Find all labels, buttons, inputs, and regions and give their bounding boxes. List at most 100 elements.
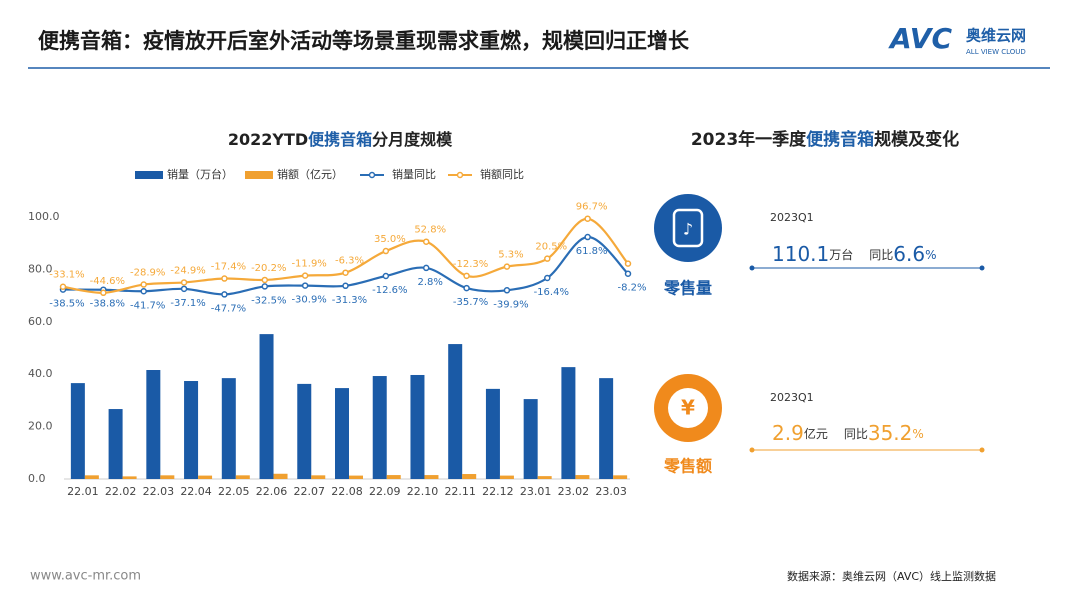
bar	[349, 475, 363, 479]
y-tick-label: 100.0	[28, 210, 60, 223]
y-tick-label: 20.0	[28, 420, 53, 433]
card-label: 零售量	[663, 279, 712, 298]
bar	[84, 475, 99, 479]
x-tick-label: 23.03	[595, 485, 627, 498]
line-marker	[584, 233, 591, 241]
x-tick-label: 22.04	[180, 485, 212, 498]
rule-dot	[979, 447, 985, 453]
volume-card: ♪ 零售量 2023Q1 110.1万台 同比6.6%	[654, 194, 985, 298]
data-label: -12.6%	[372, 285, 407, 296]
line-marker	[301, 272, 309, 279]
data-label: 52.8%	[414, 225, 446, 236]
line-marker	[382, 272, 390, 280]
x-tick-label: 22.12	[482, 485, 514, 498]
line-marker	[463, 272, 470, 280]
legend-label: 销量同比	[392, 167, 436, 181]
data-label: -30.9%	[291, 295, 326, 306]
line-marker	[261, 276, 269, 284]
legend-marker	[456, 171, 464, 179]
legend-swatch	[135, 171, 163, 179]
line-marker	[100, 289, 107, 297]
x-tick-label: 23.01	[520, 485, 552, 498]
line-marker	[59, 283, 67, 290]
x-tick-label: 23.02	[558, 485, 590, 498]
bar	[160, 475, 175, 479]
value: 110.1万台 同比6.6%	[772, 242, 937, 266]
bar	[221, 378, 236, 479]
x-tick-label: 22.01	[67, 485, 99, 498]
line-marker	[624, 260, 632, 267]
header-title: 便携音箱：疫情放开后室外活动等场景重现需求重燃，规模回归正增长	[38, 29, 690, 53]
x-tick-label: 22.07	[294, 485, 326, 498]
data-label: -32.5%	[251, 295, 286, 306]
x-tick-label: 22.05	[218, 485, 250, 498]
data-label: -12.3%	[453, 259, 488, 270]
data-label: 35.0%	[374, 234, 406, 245]
line-marker	[584, 215, 591, 222]
data-label: -33.1%	[49, 270, 84, 281]
period: 2023Q1	[770, 391, 814, 404]
period: 2023Q1	[770, 211, 814, 224]
line-marker	[544, 274, 551, 282]
data-label: 96.7%	[576, 202, 608, 213]
bar	[259, 334, 274, 479]
bar	[410, 374, 425, 479]
line-marker	[503, 287, 511, 294]
bar	[311, 475, 326, 479]
card-label: 零售额	[663, 457, 712, 476]
line-marker	[140, 288, 147, 295]
line-marker	[301, 282, 309, 289]
line-marker	[624, 270, 632, 277]
bar	[335, 388, 349, 479]
brand-en: ALL VIEW CLOUD	[966, 48, 1026, 56]
amount-card: ¥ 零售额 2023Q1 2.9亿元 同比35.2%	[654, 374, 985, 476]
bar	[599, 378, 614, 479]
chart: 0.0 20.0 40.0 60.0 80.0 100.0 22.01 22.02 22.03 2…	[28, 167, 647, 498]
value: 2.9亿元 同比35.2%	[772, 421, 924, 445]
data-label: -28.9%	[130, 268, 165, 279]
legend-swatch	[245, 171, 273, 179]
data-label: 61.8%	[576, 246, 608, 257]
data-label: -17.4%	[211, 262, 246, 273]
data-label: -41.7%	[130, 300, 165, 311]
rule-dot	[979, 265, 985, 271]
data-label: -31.3%	[332, 295, 367, 306]
bar	[198, 475, 213, 479]
bar	[448, 344, 463, 479]
bar	[70, 383, 85, 479]
bar	[575, 475, 590, 479]
bar	[613, 475, 628, 479]
legend-label: 销量（万台）	[167, 167, 233, 181]
data-label: -38.5%	[49, 299, 84, 310]
y-tick-label: 0.0	[28, 472, 46, 485]
data-label: -8.2%	[617, 283, 646, 294]
data-label: -24.9%	[170, 265, 205, 276]
bar	[523, 399, 538, 479]
bar	[273, 473, 288, 479]
data-label: -39.9%	[493, 299, 528, 310]
bar	[462, 474, 477, 479]
data-label: -16.4%	[534, 287, 569, 298]
data-label: -44.6%	[90, 276, 125, 287]
bar	[424, 475, 439, 479]
x-tick-label: 22.08	[331, 485, 363, 498]
bar	[372, 376, 387, 479]
bar	[485, 388, 500, 479]
x-tick-label: 22.02	[105, 485, 137, 498]
x-tick-label: 22.11	[444, 485, 476, 498]
data-label: -20.2%	[251, 263, 286, 274]
data-label: 2.8%	[418, 277, 443, 288]
bar	[184, 381, 199, 479]
rule-dot	[749, 265, 755, 271]
rule-dot	[749, 447, 755, 453]
data-label: -6.3%	[335, 256, 364, 267]
x-tick-label: 22.06	[256, 485, 288, 498]
bar	[122, 476, 137, 479]
line-marker	[544, 255, 551, 262]
x-tick-label: 22.10	[407, 485, 439, 498]
note-icon: ♪	[683, 220, 693, 239]
line-marker	[422, 264, 430, 272]
line-marker	[140, 281, 147, 288]
